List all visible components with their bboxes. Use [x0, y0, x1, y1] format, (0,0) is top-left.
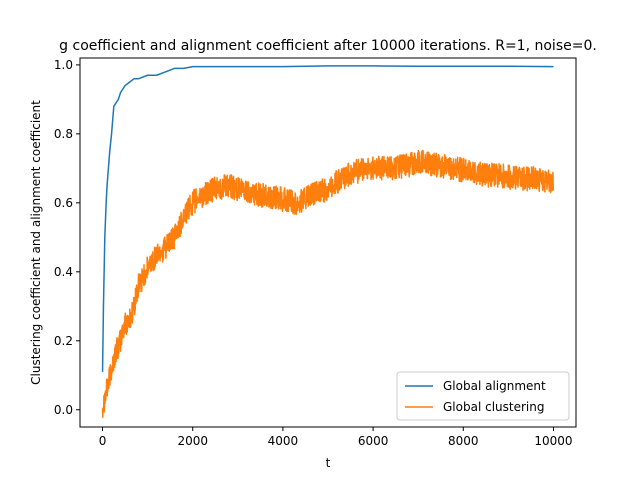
legend-label: Global alignment [443, 379, 546, 393]
y-tick-label: 0.6 [54, 196, 73, 210]
y-tick-label: 0.8 [54, 127, 73, 141]
legend-label: Global clustering [443, 400, 544, 414]
y-tick-label: 0.2 [54, 334, 73, 348]
x-axis-label: t [326, 456, 331, 470]
series-line-global-alignment [101, 65, 554, 372]
x-tick-label: 2000 [177, 434, 208, 448]
y-tick-label: 0.4 [54, 265, 73, 279]
x-tick-label: 6000 [358, 434, 389, 448]
legend: Global alignment Global clustering [396, 371, 570, 421]
y-tick-label: 1.0 [54, 58, 73, 72]
x-tick-label: 4000 [268, 434, 299, 448]
y-axis-label: Clustering coefficient and alignment coe… [29, 100, 43, 385]
axes-frame [79, 57, 577, 428]
y-tick-label: 0.0 [54, 403, 73, 417]
plot-area [101, 65, 555, 418]
series-line-global-clustering [101, 149, 555, 418]
legend-box [396, 371, 570, 421]
x-tick-label: 0 [99, 434, 107, 448]
x-tick-label: 10000 [534, 434, 572, 448]
y-axis-ticks: 0.0 0.2 0.4 0.6 0.8 1.0 [54, 58, 80, 417]
chart-title: g coefficient and alignment coefficient … [59, 38, 597, 54]
x-tick-label: 8000 [448, 434, 479, 448]
x-axis-ticks: 0 2000 4000 6000 8000 10000 [99, 427, 573, 448]
